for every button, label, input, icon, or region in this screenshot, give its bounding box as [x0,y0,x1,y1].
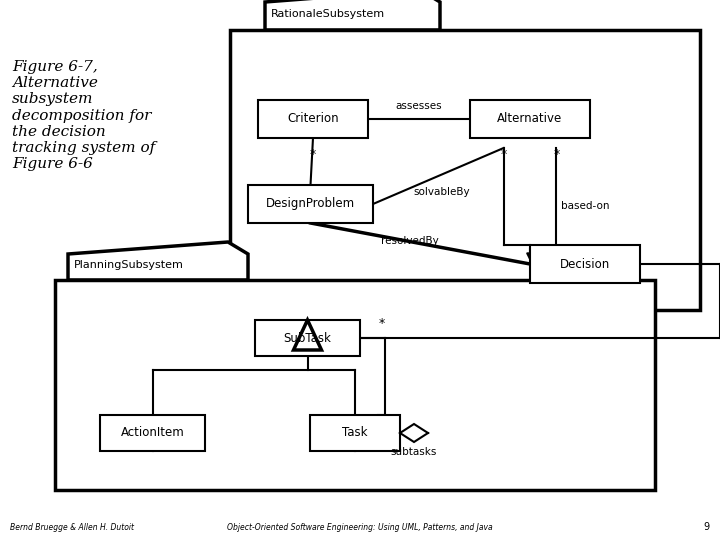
Polygon shape [265,0,440,30]
Polygon shape [294,320,322,350]
Text: *: * [553,148,559,161]
Bar [55,280,655,490]
Text: PlanningSubsystem: PlanningSubsystem [74,260,184,270]
Polygon shape [68,242,248,280]
Text: Criterion: Criterion [287,112,339,125]
Text: Figure 6-7,
Alternative
subsystem
decomposition for
the decision
tracking system: Figure 6-7, Alternative subsystem decomp… [12,60,156,171]
Text: subtasks: subtasks [391,447,437,457]
Text: solvableBy: solvableBy [413,187,470,197]
Text: Decision: Decision [560,258,610,271]
Text: assesses: assesses [396,101,442,111]
Text: *: * [379,317,385,330]
Text: Bernd Bruegge & Allen H. Dutoit: Bernd Bruegge & Allen H. Dutoit [10,523,134,532]
Text: ActionItem: ActionItem [121,427,184,440]
Text: based-on: based-on [562,201,610,211]
Text: *: * [310,148,316,161]
Bar [248,185,373,223]
Text: Alternative: Alternative [498,112,562,125]
Text: 9: 9 [704,522,710,532]
Text: resolvedBy: resolvedBy [382,235,439,246]
Text: Task: Task [342,427,368,440]
Bar [230,30,700,310]
Text: *: * [500,148,507,161]
Bar [470,100,590,138]
Bar [530,245,640,283]
Text: DesignProblem: DesignProblem [266,198,355,211]
Text: SubTask: SubTask [284,332,331,345]
Text: Object-Oriented Software Engineering: Using UML, Patterns, and Java: Object-Oriented Software Engineering: Us… [228,523,492,532]
Text: RationaleSubsystem: RationaleSubsystem [271,9,385,19]
Bar [255,320,360,356]
Bar [100,415,205,451]
Bar [310,415,400,451]
Bar [258,100,368,138]
Polygon shape [400,424,428,442]
